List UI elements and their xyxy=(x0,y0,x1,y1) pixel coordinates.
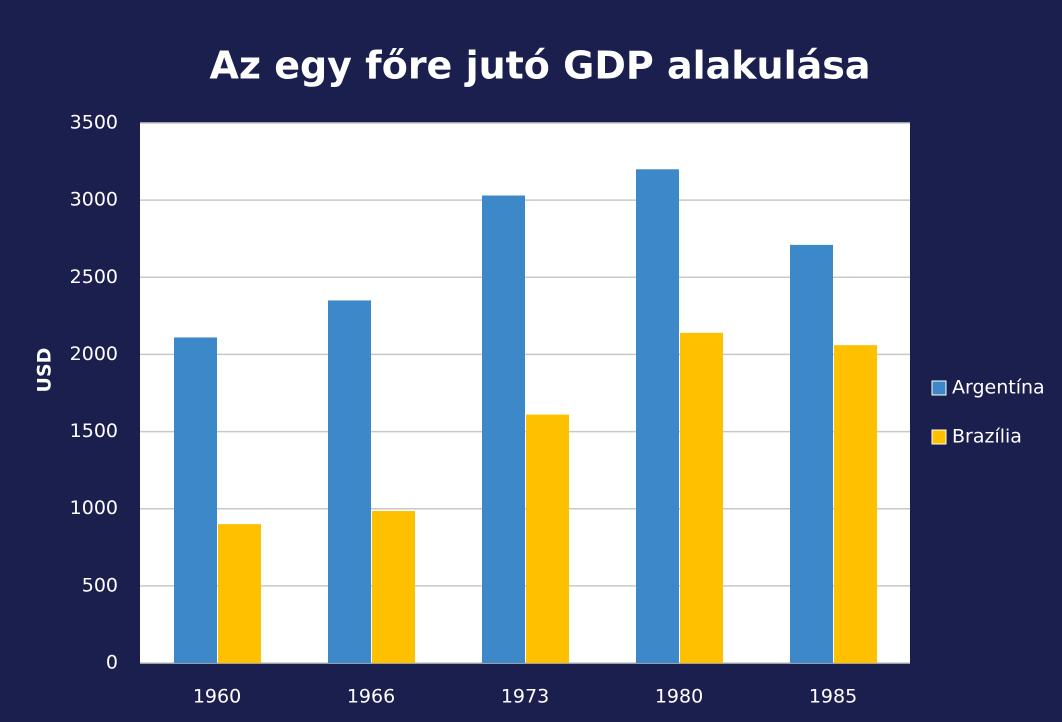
y-tick-label: 2000 xyxy=(70,343,118,365)
y-axis-label: USD xyxy=(34,348,56,393)
y-tick-label: 500 xyxy=(82,574,118,596)
y-tick-label: 1500 xyxy=(70,420,118,442)
bar xyxy=(482,195,525,663)
bar xyxy=(328,300,371,663)
bar xyxy=(372,511,415,663)
bar xyxy=(174,337,217,663)
bar xyxy=(526,414,569,663)
bar xyxy=(218,524,261,663)
y-tick-label: 1000 xyxy=(70,497,118,519)
y-tick-label: 0 xyxy=(106,652,118,674)
bar xyxy=(636,169,679,664)
bar xyxy=(680,332,723,663)
legend-swatch xyxy=(931,380,947,396)
x-tick-label: 1985 xyxy=(809,686,857,708)
bar xyxy=(790,244,833,663)
x-tick-label: 1980 xyxy=(655,686,703,708)
x-tick-label: 1960 xyxy=(193,686,241,708)
bar xyxy=(834,345,877,663)
legend-label: Brazília xyxy=(952,426,1022,448)
y-tick-label: 3000 xyxy=(70,189,118,211)
x-tick-label: 1966 xyxy=(347,686,395,708)
legend-label: Argentína xyxy=(952,377,1045,399)
chart-title: Az egy főre jutó GDP alakulása xyxy=(209,44,870,88)
x-tick-label: 1973 xyxy=(501,686,549,708)
y-tick-label: 2500 xyxy=(70,266,118,288)
legend-swatch xyxy=(931,429,947,445)
y-tick-label: 3500 xyxy=(70,112,118,134)
